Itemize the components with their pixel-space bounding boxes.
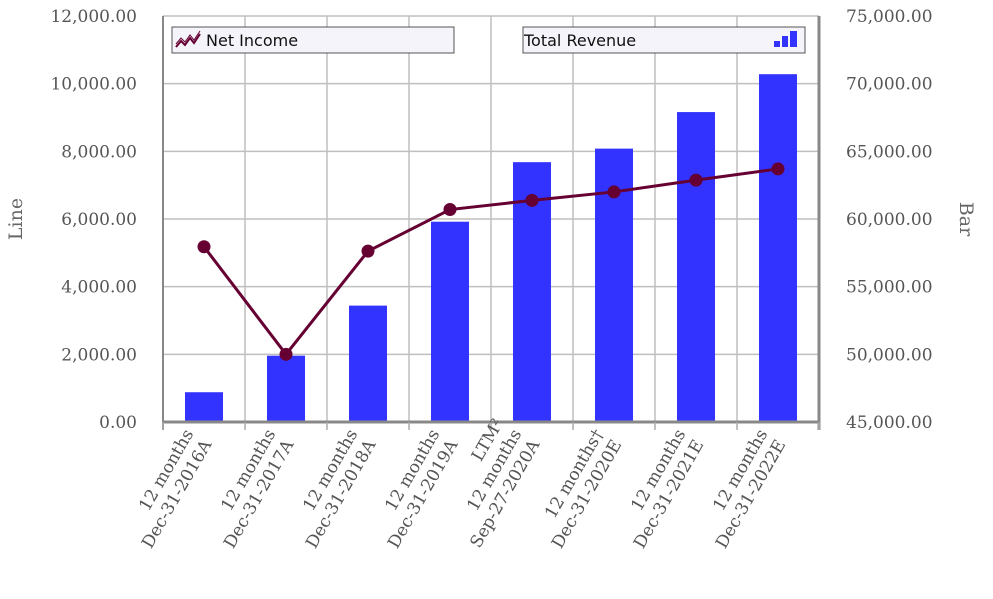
line-chart-icon	[175, 30, 201, 48]
y-tick-label: 0.00	[99, 413, 137, 433]
line-point[interactable]	[771, 162, 785, 176]
x-tick-label: 12 months†Dec-31-2020E	[541, 426, 626, 553]
axes	[162, 16, 821, 430]
right-axis-ticks: 45,000.00 50,000.00 55,000.00 60,000.00 65,0…	[846, 7, 933, 433]
legend-total-revenue[interactable]: Total Revenue	[522, 26, 806, 54]
line-point[interactable]	[689, 173, 703, 187]
right-axis-title: Bar	[955, 202, 977, 237]
line-point[interactable]	[361, 244, 375, 258]
y-tick-label: 6,000.00	[61, 210, 137, 230]
y2-tick-label: 45,000.00	[846, 413, 933, 433]
line-point[interactable]	[197, 240, 211, 254]
y2-tick-label: 55,000.00	[846, 278, 933, 298]
legend-label-net-income: Net Income	[206, 31, 298, 50]
line-point[interactable]	[443, 203, 457, 217]
y-tick-label: 4,000.00	[61, 278, 137, 298]
bar[interactable]	[431, 221, 469, 422]
y2-tick-label: 75,000.00	[846, 7, 933, 27]
series-line	[202, 167, 779, 357]
grid	[163, 15, 819, 422]
line-series	[197, 162, 785, 361]
legend-label-total-revenue: Total Revenue	[523, 31, 636, 50]
bar[interactable]	[349, 305, 387, 422]
line-point[interactable]	[525, 193, 539, 207]
legend-net-income[interactable]: Net Income	[171, 26, 455, 54]
line-point[interactable]	[607, 185, 621, 199]
bar-chart-icon	[774, 31, 797, 47]
bar[interactable]	[185, 392, 223, 422]
bar[interactable]	[759, 74, 797, 423]
y2-tick-label: 50,000.00	[846, 345, 933, 365]
y-tick-label: 10,000.00	[50, 75, 137, 95]
bar[interactable]	[677, 112, 715, 422]
y2-tick-label: 70,000.00	[846, 75, 933, 95]
bar[interactable]	[267, 355, 305, 422]
line-point[interactable]	[279, 347, 293, 361]
y-tick-label: 2,000.00	[61, 345, 137, 365]
y2-tick-label: 60,000.00	[846, 210, 933, 230]
left-axis-ticks: 0.00 2,000.00 4,000.00 6,000.00 8,000.00 10,0…	[50, 7, 137, 433]
y2-tick-label: 65,000.00	[846, 142, 933, 162]
y-tick-label: 8,000.00	[61, 142, 137, 162]
left-axis-title: Line	[5, 198, 27, 240]
y-tick-label: 12,000.00	[50, 7, 137, 27]
